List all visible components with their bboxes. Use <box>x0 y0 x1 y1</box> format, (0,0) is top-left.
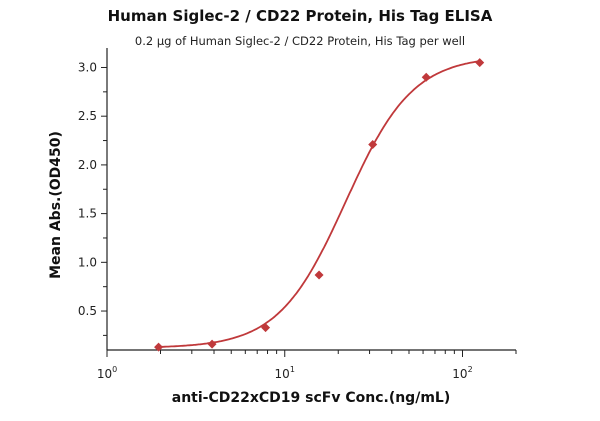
data-point <box>475 58 485 68</box>
y-tick-label: 0.5 <box>78 304 97 318</box>
y-tick-label: 1.0 <box>78 255 97 269</box>
data-point <box>261 323 271 333</box>
x-tick-label: 101 <box>275 365 295 381</box>
data-point <box>154 342 164 352</box>
data-point <box>421 72 431 82</box>
x-tick-label: 102 <box>452 365 472 381</box>
x-axis-label: anti-CD22xCD19 scFv Conc.(ng/mL) <box>172 390 450 406</box>
fit-curve <box>158 60 480 348</box>
y-tick-label: 3.0 <box>78 60 97 74</box>
data-point <box>207 339 217 349</box>
data-point <box>368 139 378 149</box>
y-axis-label: Mean Abs.(OD450) <box>48 131 64 279</box>
y-tick-label: 1.5 <box>78 207 97 221</box>
chart-subtitle: 0.2 μg of Human Siglec-2 / CD22 Protein,… <box>134 34 466 48</box>
x-tick-label: 100 <box>97 365 117 381</box>
data-point <box>314 270 324 280</box>
y-tick-label: 2.0 <box>78 158 97 172</box>
chart-title: Human Siglec-2 / CD22 Protein, His Tag E… <box>107 7 493 25</box>
y-tick-label: 2.5 <box>78 109 97 123</box>
